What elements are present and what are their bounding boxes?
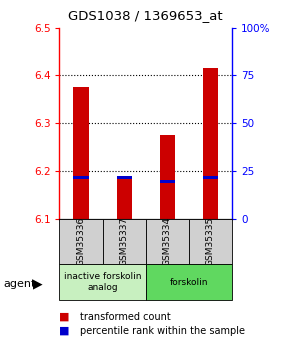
Bar [189,219,232,264]
Text: inactive forskolin
analog: inactive forskolin analog [64,272,141,292]
Text: GSM35337: GSM35337 [120,217,129,266]
Bar [59,264,146,300]
Bar [59,219,103,264]
Bar [203,68,218,219]
Text: percentile rank within the sample: percentile rank within the sample [80,326,245,335]
Bar [160,180,175,183]
Bar [73,87,88,219]
Text: agent: agent [3,279,35,288]
Text: GSM35334: GSM35334 [163,217,172,266]
Bar [203,176,218,179]
Bar [117,176,132,179]
Text: GDS1038 / 1369653_at: GDS1038 / 1369653_at [68,9,222,22]
Text: ■: ■ [59,312,70,322]
Bar [160,135,175,219]
Text: ▶: ▶ [33,277,43,290]
Text: ■: ■ [59,326,70,335]
Bar [73,176,88,179]
Bar [117,178,132,219]
Text: transformed count: transformed count [80,312,171,322]
Bar [103,219,146,264]
Text: GSM35335: GSM35335 [206,217,215,266]
Text: GSM35336: GSM35336 [77,217,86,266]
Bar [146,264,232,300]
Text: forskolin: forskolin [170,277,208,287]
Bar [146,219,189,264]
